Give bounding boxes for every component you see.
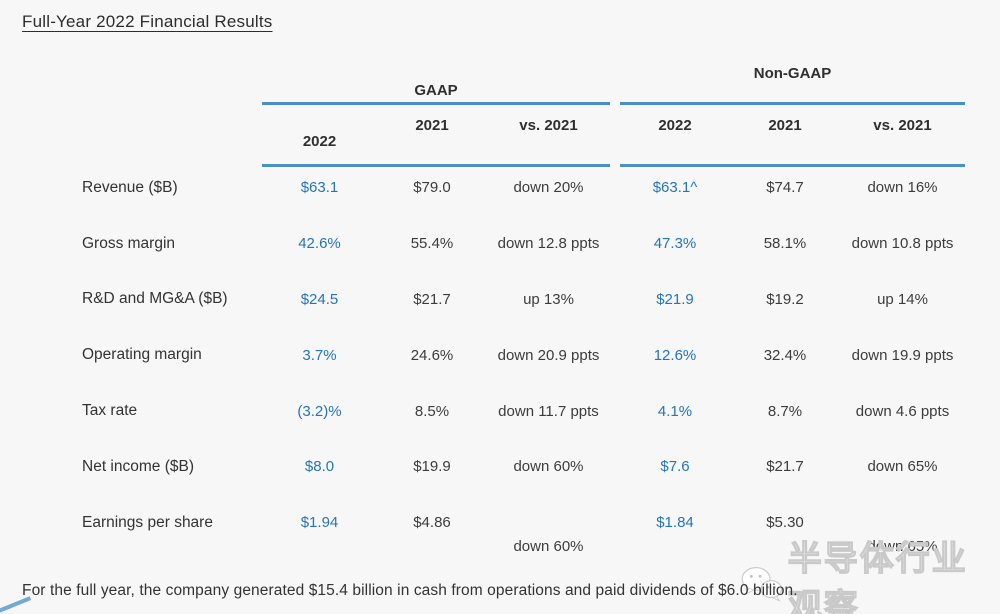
cell-gaap-2021: $21.7: [413, 290, 451, 308]
column-header-nongaap-vs-2021: vs. 2021: [873, 117, 932, 134]
cell-nongaap-2022: 47.3%: [653, 235, 697, 253]
cell-gaap-2022: 42.6%: [298, 235, 341, 253]
cell-gaap-vs: down 20%: [513, 179, 584, 197]
cell-gaap-vs: down 11.7 ppts: [498, 402, 599, 420]
table-row-tax-rate: Tax rate (3.2)% 8.5% down 11.7 ppts 4.1%…: [15, 383, 965, 439]
cell-nongaap-2022: 4.1%: [657, 402, 693, 420]
column-header-nongaap-2022: 2022: [658, 117, 692, 134]
row-label: Tax rate: [82, 402, 138, 420]
row-label: Revenue ($B): [82, 178, 178, 196]
cell-nongaap-2022: 12.6%: [653, 346, 697, 364]
column-header-nongaap-2021: 2021: [768, 117, 802, 134]
corner-accent-line: [0, 596, 32, 614]
cell-nongaap-vs: down 10.8 ppts: [851, 235, 954, 253]
table-row-rd-mga: R&D and MG&A ($B) $24.5 $21.7 up 13% $21…: [15, 272, 965, 328]
row-label: Earnings per share: [82, 513, 213, 531]
cell-nongaap-vs: down 65%: [867, 538, 938, 556]
column-header-row: 2022 2021 vs. 2021 2022 2021 vs. 2021: [15, 117, 965, 150]
cell-gaap-2022: 3.7%: [302, 346, 337, 364]
cell-gaap-vs: down 20.9 ppts: [497, 346, 600, 364]
cell-nongaap-2022: $7.6: [660, 458, 690, 476]
table-row-gross-margin: Gross margin 42.6% 55.4% down 12.8 ppts …: [15, 216, 965, 272]
column-header-gaap-2021: 2021: [415, 117, 449, 134]
cell-gaap-vs: down 12.8 ppts: [497, 235, 600, 253]
cell-gaap-2021: $19.9: [413, 458, 451, 476]
cell-gaap-2022: $8.0: [304, 458, 335, 476]
cell-nongaap-vs: down 16%: [867, 179, 938, 197]
page-title: Full-Year 2022 Financial Results: [22, 12, 273, 31]
cell-gaap-2022: $63.1: [300, 179, 339, 197]
gaap-top-rule: [262, 102, 610, 105]
row-label: Gross margin: [82, 234, 176, 252]
table-body: Revenue ($B) $63.1 $79.0 down 20% $63.1^…: [15, 60, 965, 556]
cell-gaap-2022: $1.94: [300, 514, 339, 532]
table-row-operating-margin: Operating margin 3.7% 24.6% down 20.9 pp…: [15, 327, 965, 383]
cell-nongaap-2021: $5.30: [766, 514, 804, 532]
column-header-gaap-2022: 2022: [302, 133, 337, 150]
cell-nongaap-vs: down 19.9 ppts: [851, 346, 954, 364]
nongaap-header-underline: [620, 164, 965, 167]
row-label: Net income ($B): [82, 457, 194, 475]
cell-gaap-vs: down 60%: [513, 538, 584, 556]
cell-gaap-2021: $79.0: [413, 179, 451, 197]
table-row-eps: Earnings per share $1.94 $4.86 down 60% …: [15, 495, 965, 556]
cell-nongaap-2021: 8.7%: [767, 402, 803, 420]
cell-nongaap-2022: $1.84: [656, 514, 694, 532]
column-header-gaap-vs-2021: vs. 2021: [519, 117, 578, 134]
row-label: R&D and MG&A ($B): [82, 290, 228, 308]
group-header-gaap: GAAP: [414, 82, 458, 99]
cell-nongaap-2021: $21.7: [766, 458, 804, 476]
cell-gaap-2022: $24.5: [300, 290, 339, 308]
table-row-net-income: Net income ($B) $8.0 $19.9 down 60% $7.6…: [15, 439, 965, 495]
nongaap-top-rule: [620, 102, 965, 105]
footnote: For the full year, the company generated…: [22, 582, 798, 599]
cell-gaap-2021: 8.5%: [414, 402, 450, 420]
cell-nongaap-vs: up 14%: [877, 290, 928, 308]
financials-table: GAAP Non-GAAP 2022 2021 vs. 2021 2022 20…: [15, 60, 965, 556]
cell-nongaap-2022: $63.1^: [652, 179, 698, 197]
cell-gaap-vs: up 13%: [523, 290, 574, 308]
cell-nongaap-2021: $74.7: [766, 179, 804, 197]
cell-nongaap-2021: 58.1%: [763, 235, 807, 253]
cell-nongaap-2021: 32.4%: [763, 346, 807, 364]
cell-gaap-2022: (3.2)%: [297, 402, 342, 420]
cell-gaap-2021: $4.86: [413, 514, 451, 532]
cell-nongaap-vs: down 65%: [867, 458, 938, 476]
cell-nongaap-vs: down 4.6 ppts: [855, 402, 950, 420]
table-row-revenue: Revenue ($B) $63.1 $79.0 down 20% $63.1^…: [15, 160, 965, 216]
cell-gaap-vs: down 60%: [513, 458, 584, 476]
row-label: Operating margin: [82, 346, 202, 364]
group-header-nongaap: Non-GAAP: [753, 65, 832, 82]
gaap-header-underline: [262, 164, 610, 167]
cell-nongaap-2022: $21.9: [656, 290, 694, 308]
cell-gaap-2021: 24.6%: [410, 346, 454, 364]
cell-nongaap-2021: $19.2: [766, 290, 804, 308]
cell-gaap-2021: 55.4%: [410, 235, 454, 253]
